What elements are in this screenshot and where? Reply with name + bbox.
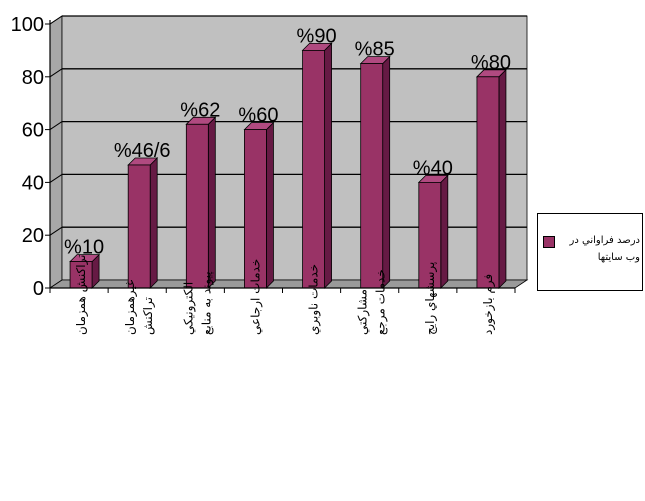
bar: [185, 116, 217, 289]
x-category-label: الكترونيكي: [181, 282, 196, 335]
x-category-label: خدمات ارجاعي: [248, 259, 263, 335]
y-tick-label: 40: [22, 172, 44, 194]
gridline-connector: [49, 226, 63, 236]
bar: [417, 174, 449, 289]
data-labels: %10 %46/6 %62 %60 %90 %85 %40 %80: [64, 25, 511, 258]
y-tick-label: 0: [33, 278, 44, 300]
side-wall: [49, 15, 63, 289]
bar: [243, 121, 275, 289]
x-category-label: تراكنش: [141, 297, 156, 335]
gridline-connector: [49, 121, 63, 131]
x-axis-category-labels: تراكنش همزمان غيرهمزمان تراكنش الكترونيكي پي…: [74, 254, 496, 335]
bar-side: [149, 157, 158, 289]
bar-front: [185, 123, 209, 289]
bar-front: [127, 164, 151, 289]
y-tick-label: 60: [22, 120, 44, 142]
data-label: %85: [355, 39, 395, 61]
data-label: %60: [238, 105, 278, 127]
data-label: %10: [64, 237, 104, 259]
data-label: %62: [180, 99, 220, 121]
x-category-label: فرم بازخورد: [481, 274, 496, 335]
y-axis-tick-labels: 0 20 40 60 80 100: [11, 14, 44, 300]
bar-side: [382, 55, 391, 289]
gridline-connector: [49, 173, 63, 183]
y-tick-label: 100: [11, 14, 44, 36]
data-label: %46/6: [114, 140, 171, 162]
x-category-label: پيوند به منابع: [199, 271, 214, 335]
gridline-connector: [49, 15, 63, 25]
bar: [127, 157, 159, 289]
legend-label: درصد فراواني در وب سايتها: [569, 235, 640, 263]
y-tick-label: 20: [22, 225, 44, 247]
x-category-label: پرسشهاي رايج: [423, 262, 438, 335]
x-category-label: غيرهمزمان: [123, 280, 138, 335]
bar: [359, 55, 391, 289]
chart-bars: [69, 42, 507, 289]
chart-legend: درصد فراواني در وب سايتها: [537, 213, 643, 291]
gridline-connector: [49, 68, 63, 78]
legend-swatch: [543, 236, 555, 248]
x-category-label: تراكنش همزمان: [74, 254, 89, 335]
bar-side: [266, 121, 274, 289]
bar-side: [207, 116, 216, 289]
x-category-label: خدمات مرجع: [374, 269, 389, 335]
bar: [475, 68, 507, 289]
data-label: %40: [413, 157, 453, 179]
bar-front: [476, 76, 500, 289]
bar-front: [360, 63, 384, 289]
chart-axes: [45, 20, 516, 293]
y-tick-label: 80: [22, 67, 44, 89]
floor: [48, 279, 529, 289]
x-category-label: مشاركتي: [356, 289, 371, 335]
bar: [69, 253, 101, 289]
x-category-label: خدمات ناوبري: [307, 264, 322, 335]
data-label: %90: [297, 25, 337, 47]
bar-side: [498, 68, 507, 289]
bar: [301, 42, 333, 289]
bar-front: [302, 50, 325, 289]
data-label: %80: [471, 52, 511, 74]
bar-side: [440, 174, 449, 289]
bar-side: [324, 42, 332, 289]
